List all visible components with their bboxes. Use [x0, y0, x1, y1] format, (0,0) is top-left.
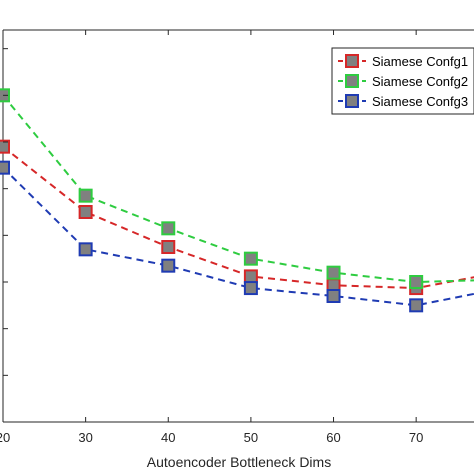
series-line — [2, 166, 474, 307]
x-tick-label: 20 — [0, 430, 10, 445]
legend: Siamese Confg1 Siamese Confg2 Siamese Conf… — [331, 47, 474, 115]
legend-entry: Siamese Confg3 — [338, 94, 468, 109]
series-3 — [0, 160, 474, 313]
series-line — [2, 145, 474, 290]
legend-swatch-marker — [345, 94, 359, 108]
x-tick-label: 60 — [326, 430, 340, 445]
legend-entry: Siamese Confg1 — [338, 54, 468, 69]
x-tick-label: 40 — [161, 430, 175, 445]
data-point — [161, 221, 176, 236]
series-layer — [0, 88, 474, 313]
data-point — [326, 265, 341, 280]
legend-swatch-marker — [345, 54, 359, 68]
series-2 — [0, 88, 474, 289]
data-point — [243, 269, 258, 284]
data-point — [0, 139, 10, 154]
legend-label: Siamese Confg3 — [372, 94, 468, 109]
x-tick-label: 30 — [78, 430, 92, 445]
data-point — [409, 298, 424, 313]
data-point — [78, 188, 93, 203]
x-tick-label: 70 — [409, 430, 423, 445]
series-line — [2, 94, 474, 284]
data-point — [0, 160, 10, 175]
data-point — [243, 281, 258, 296]
x-axis-label: Autoencoder Bottleneck Dims — [147, 454, 331, 470]
data-point — [78, 205, 93, 219]
data-point — [161, 258, 176, 273]
legend-swatch-marker — [345, 74, 359, 88]
data-point — [161, 240, 176, 254]
legend-label: Siamese Confg1 — [372, 54, 468, 69]
data-point — [326, 289, 341, 303]
x-tick-label: 50 — [244, 430, 258, 445]
data-point — [243, 251, 258, 266]
data-point — [78, 242, 93, 257]
tick-layer: 20 30 40 50 60 70 — [0, 30, 423, 445]
legend-label: Siamese Confg2 — [372, 74, 468, 89]
data-point — [409, 275, 424, 289]
series-1 — [0, 139, 474, 296]
legend-entry: Siamese Confg2 — [338, 74, 468, 89]
